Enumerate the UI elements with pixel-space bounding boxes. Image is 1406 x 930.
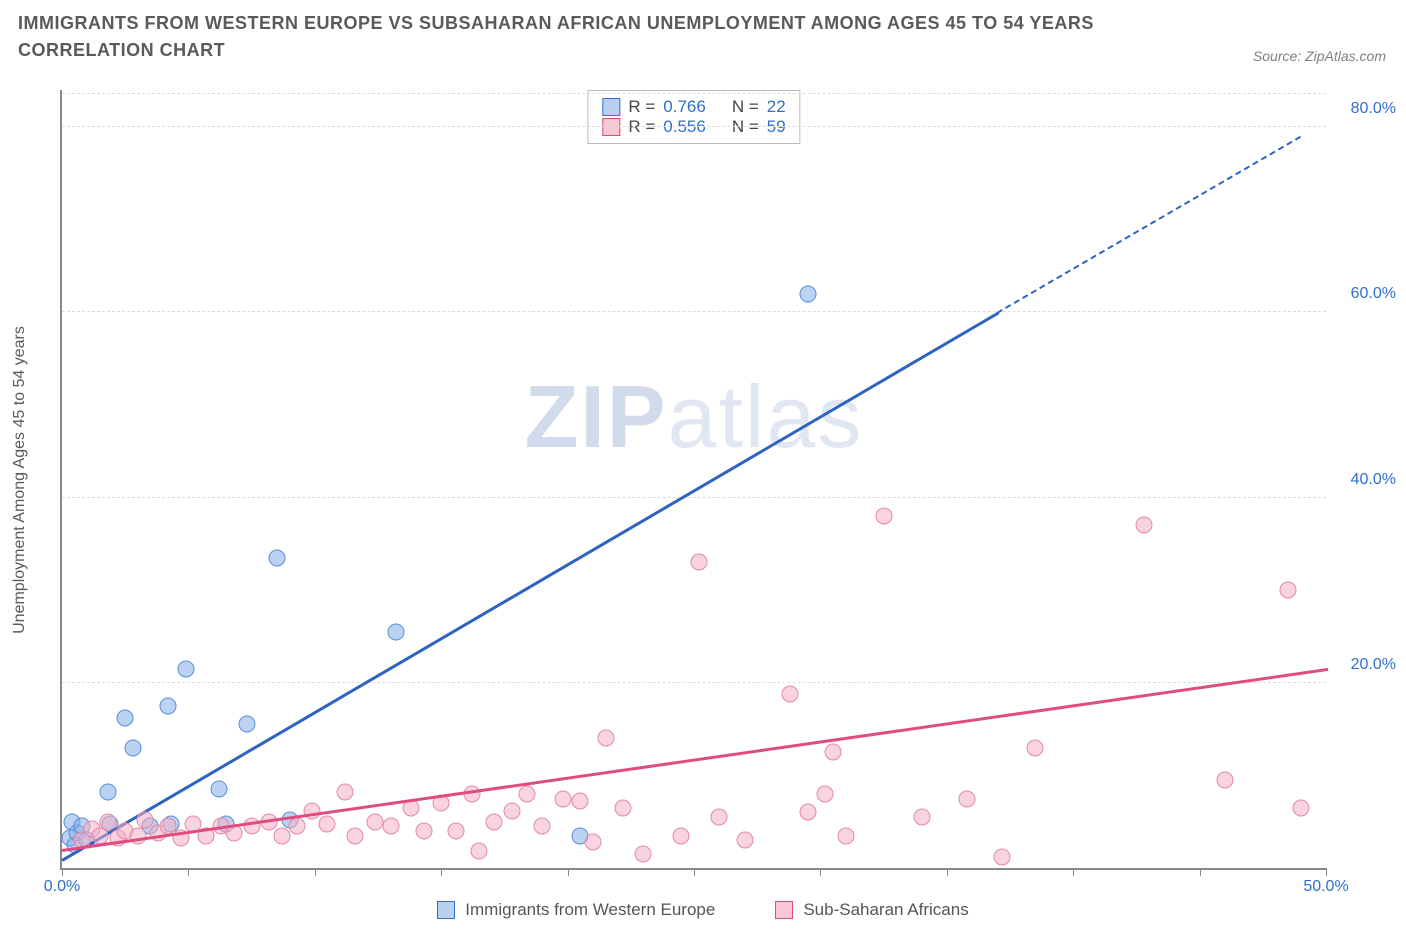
scatter-point: [782, 685, 799, 702]
scatter-point: [1027, 739, 1044, 756]
scatter-point: [486, 813, 503, 830]
scatter-point: [448, 822, 465, 839]
stat-r-value: 0.766: [663, 97, 706, 117]
scatter-point: [913, 809, 930, 826]
gridline: [62, 497, 1326, 498]
scatter-point: [238, 716, 255, 733]
scatter-point: [673, 827, 690, 844]
scatter-point: [463, 785, 480, 802]
stat-r-label: R =: [628, 97, 655, 117]
legend-swatch: [775, 901, 793, 919]
scatter-point: [615, 799, 632, 816]
scatter-point: [554, 790, 571, 807]
xtick: [947, 868, 948, 876]
scatter-point: [799, 804, 816, 821]
gridline: [62, 682, 1326, 683]
xtick: [62, 868, 63, 876]
scatter-point: [959, 790, 976, 807]
plot-region: ZIPatlas R =0.766N =22R =0.556N =59 20.0…: [60, 90, 1326, 870]
source-label: Source: ZipAtlas.com: [1253, 48, 1386, 64]
scatter-point: [1292, 799, 1309, 816]
scatter-point: [994, 848, 1011, 865]
scatter-point: [129, 827, 146, 844]
xtick: [1073, 868, 1074, 876]
scatter-point: [572, 793, 589, 810]
stats-box: R =0.766N =22R =0.556N =59: [587, 90, 800, 144]
y-axis-label: Unemployment Among Ages 45 to 54 years: [11, 326, 29, 634]
scatter-point: [1216, 772, 1233, 789]
watermark-atlas: atlas: [668, 367, 864, 466]
bottom-legend: Immigrants from Western Europe Sub-Sahara…: [0, 900, 1406, 920]
legend-item: Sub-Saharan Africans: [775, 900, 968, 920]
scatter-point: [210, 781, 227, 798]
scatter-point: [471, 843, 488, 860]
scatter-point: [635, 846, 652, 863]
scatter-point: [347, 827, 364, 844]
scatter-point: [825, 744, 842, 761]
xtick-label: 0.0%: [44, 878, 80, 896]
scatter-point: [691, 554, 708, 571]
xtick: [568, 868, 569, 876]
stats-row: R = 0.766 N = 22: [602, 97, 785, 117]
scatter-point: [99, 784, 116, 801]
scatter-point: [319, 815, 336, 832]
scatter-point: [519, 785, 536, 802]
ytick-label: 40.0%: [1351, 471, 1396, 489]
scatter-point: [711, 809, 728, 826]
scatter-point: [382, 818, 399, 835]
trend-line-dashed: [997, 136, 1302, 314]
xtick: [694, 868, 695, 876]
xtick: [820, 868, 821, 876]
stat-n-value: 22: [767, 97, 786, 117]
watermark-zip: ZIP: [525, 367, 668, 466]
scatter-point: [99, 813, 116, 830]
xtick: [188, 868, 189, 876]
legend-item: Immigrants from Western Europe: [437, 900, 715, 920]
gridline: [62, 311, 1326, 312]
scatter-point: [597, 730, 614, 747]
legend-label: Sub-Saharan Africans: [803, 900, 968, 920]
chart-title: IMMIGRANTS FROM WESTERN EUROPE VS SUBSAH…: [18, 10, 1226, 64]
scatter-point: [337, 784, 354, 801]
scatter-point: [503, 802, 520, 819]
scatter-point: [415, 822, 432, 839]
scatter-point: [1280, 582, 1297, 599]
scatter-point: [584, 834, 601, 851]
xtick: [441, 868, 442, 876]
chart-area: Unemployment Among Ages 45 to 54 years Z…: [60, 90, 1326, 870]
scatter-point: [124, 739, 141, 756]
xtick: [1326, 868, 1327, 876]
legend-label: Immigrants from Western Europe: [465, 900, 715, 920]
watermark: ZIPatlas: [525, 366, 864, 468]
xtick: [315, 868, 316, 876]
scatter-point: [273, 827, 290, 844]
xtick-label: 50.0%: [1303, 878, 1348, 896]
scatter-point: [177, 660, 194, 677]
scatter-point: [817, 785, 834, 802]
scatter-point: [268, 549, 285, 566]
scatter-point: [289, 818, 306, 835]
scatter-point: [837, 827, 854, 844]
xtick: [1200, 868, 1201, 876]
scatter-point: [387, 623, 404, 640]
ytick-label: 60.0%: [1351, 285, 1396, 303]
scatter-point: [160, 697, 177, 714]
scatter-point: [117, 709, 134, 726]
stat-n-label: N =: [732, 97, 759, 117]
scatter-point: [534, 818, 551, 835]
scatter-point: [736, 832, 753, 849]
scatter-point: [1135, 517, 1152, 534]
legend-swatch: [437, 901, 455, 919]
gridline: [62, 93, 1326, 94]
gridline: [62, 126, 1326, 127]
ytick-label: 80.0%: [1351, 100, 1396, 118]
ytick-label: 20.0%: [1351, 656, 1396, 674]
scatter-point: [799, 285, 816, 302]
scatter-point: [875, 508, 892, 525]
trend-line: [61, 311, 999, 861]
legend-swatch: [602, 98, 620, 116]
